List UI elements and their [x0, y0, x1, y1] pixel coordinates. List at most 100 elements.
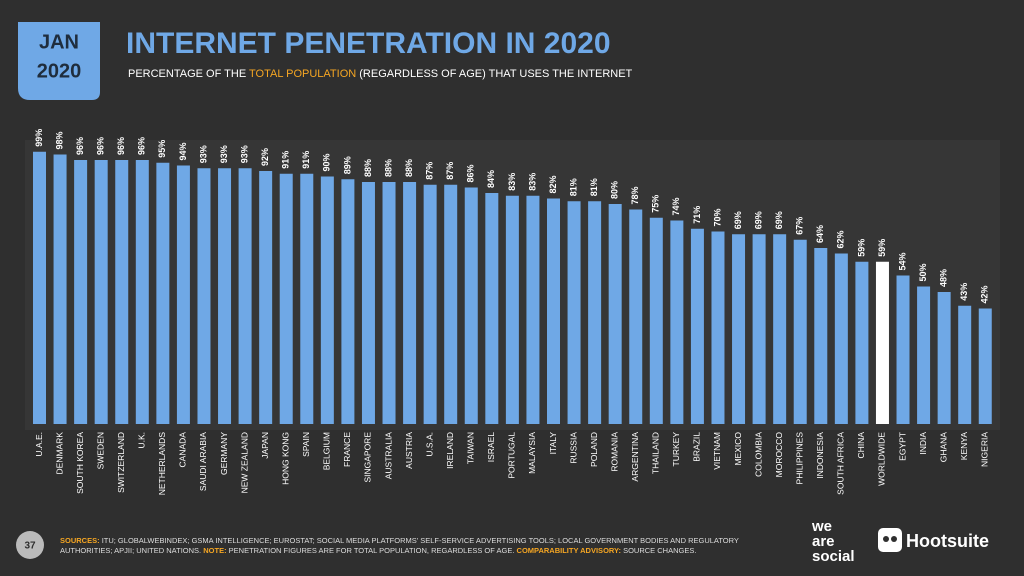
bar: [855, 261, 869, 424]
bar: [917, 286, 931, 424]
value-label: 71%: [692, 206, 702, 224]
bar: [423, 184, 437, 424]
subtitle-part: PERCENTAGE OF THE: [128, 68, 249, 80]
value-label: 96%: [137, 137, 147, 155]
value-label: 54%: [897, 252, 907, 270]
x-tick-label: IRELAND: [445, 432, 455, 469]
x-tick-label: SINGAPORE: [363, 432, 373, 483]
bar: [588, 201, 602, 424]
hootsuite-icon: [878, 528, 902, 552]
x-tick-label: NETHERLANDS: [157, 432, 167, 496]
bar: [53, 154, 67, 424]
value-label: 96%: [96, 137, 106, 155]
bar: [526, 195, 540, 424]
bar: [238, 168, 252, 424]
value-label: 96%: [75, 137, 85, 155]
value-label: 69%: [733, 211, 743, 229]
bar: [279, 173, 293, 424]
x-tick-label: THAILAND: [651, 432, 661, 474]
value-label: 92%: [260, 148, 270, 166]
x-tick-label: DENMARK: [54, 432, 64, 475]
value-label: 59%: [856, 239, 866, 257]
bar: [896, 275, 910, 424]
value-label: 83%: [527, 173, 537, 191]
x-tick-label: GHANA: [938, 432, 948, 463]
bar: [814, 248, 828, 424]
bar: [94, 160, 108, 424]
x-tick-label: SOUTH AFRICA: [836, 432, 846, 495]
bar: [259, 171, 273, 424]
value-label: 69%: [774, 211, 784, 229]
x-tick-label: SWEDEN: [95, 432, 105, 469]
value-label: 62%: [836, 230, 846, 248]
value-label: 99%: [34, 129, 44, 147]
bar: [464, 187, 478, 424]
bar: [937, 292, 951, 424]
note-label: NOTE:: [203, 546, 227, 555]
value-label: 89%: [342, 156, 352, 174]
x-tick-label: SAUDI ARABIA: [198, 432, 208, 491]
date-badge: [18, 22, 100, 100]
bar: [834, 253, 848, 424]
value-label: 96%: [116, 137, 126, 155]
value-label: 82%: [548, 175, 558, 193]
bar: [135, 160, 149, 424]
x-tick-label: FRANCE: [342, 432, 352, 467]
bar: [382, 182, 396, 424]
x-tick-label: TAIWAN: [466, 432, 476, 464]
bar: [608, 204, 622, 424]
x-tick-label: POLAND: [589, 432, 599, 467]
x-tick-label: COLOMBIA: [753, 432, 763, 477]
x-tick-label: CANADA: [178, 432, 188, 468]
sources-label: SOURCES:: [60, 536, 100, 545]
x-tick-label: ITALY: [548, 432, 558, 455]
subtitle-part: (REGARDLESS OF AGE) THAT USES THE INTERN…: [356, 68, 632, 80]
badge-year: 2020: [37, 60, 82, 82]
value-label: 88%: [383, 159, 393, 177]
value-label: 87%: [425, 162, 435, 180]
x-tick-label: BELGIUM: [322, 432, 332, 470]
bar: [649, 217, 663, 424]
value-label: 94%: [178, 142, 188, 160]
x-tick-label: WORLDWIDE: [877, 432, 887, 486]
x-tick-label: ROMANIA: [609, 432, 619, 472]
x-tick-label: KENYA: [959, 432, 969, 461]
value-label: 88%: [404, 159, 414, 177]
bar: [670, 220, 684, 424]
x-tick-label: BRAZIL: [692, 432, 702, 462]
x-tick-label: VIETNAM: [712, 432, 722, 470]
bar: [567, 201, 581, 424]
x-tick-label: MEXICO: [733, 432, 743, 466]
logo-text: social: [812, 548, 855, 565]
bar: [752, 234, 766, 424]
value-label: 93%: [239, 145, 249, 163]
x-tick-label: TURKEY: [671, 432, 681, 467]
x-tick-label: PORTUGAL: [507, 432, 517, 479]
subtitle-highlight: TOTAL POPULATION: [249, 68, 356, 80]
chart-title: INTERNET PENETRATION IN 2020: [126, 27, 611, 60]
bar: [773, 234, 787, 424]
bar: [176, 165, 190, 424]
value-label: 64%: [815, 225, 825, 243]
bar: [218, 168, 232, 424]
x-tick-label: ARGENTINA: [630, 432, 640, 482]
value-label: 42%: [980, 285, 990, 303]
x-tick-label: NIGERIA: [980, 432, 990, 467]
value-label: 74%: [671, 197, 681, 215]
sources-text: ITU; GLOBALWEBINDEX; GSMA INTELLIGENCE; …: [60, 536, 739, 555]
x-tick-label: INDIA: [918, 432, 928, 455]
bar: [732, 234, 746, 424]
sources: SOURCES: ITU; GLOBALWEBINDEX; GSMA INTEL…: [60, 536, 780, 556]
bar: [74, 160, 88, 424]
x-tick-label: U.S.A.: [424, 432, 434, 457]
bar: [958, 305, 972, 424]
value-label: 95%: [157, 140, 167, 158]
value-label: 84%: [486, 170, 496, 188]
bar: [485, 193, 499, 424]
x-tick-label: AUSTRIA: [404, 432, 414, 469]
x-tick-label: SWITZERLAND: [116, 432, 126, 493]
value-label: 91%: [301, 151, 311, 169]
bar: [361, 182, 375, 424]
note-text: PENETRATION FIGURES ARE FOR TOTAL POPULA…: [228, 546, 515, 555]
